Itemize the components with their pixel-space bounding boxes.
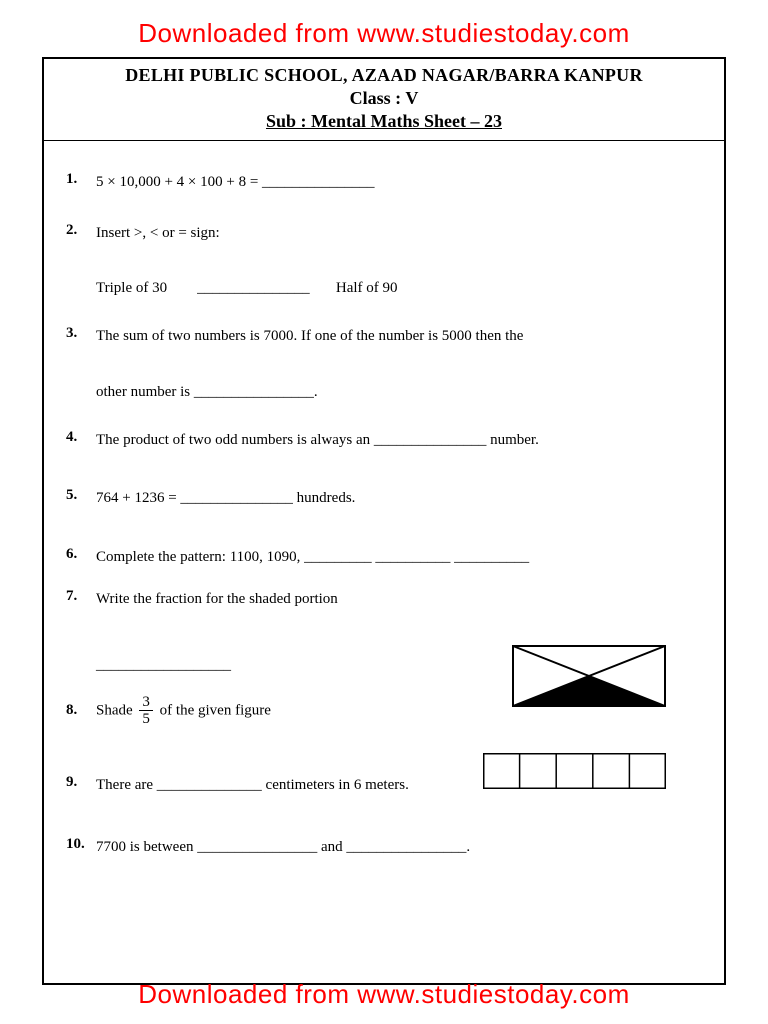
q7-figure	[512, 645, 666, 712]
question-number: 4.	[66, 429, 96, 446]
fraction-three-fifths: 35	[139, 694, 153, 728]
worksheet-header: DELHI PUBLIC SCHOOL, AZAAD NAGAR/BARRA K…	[44, 59, 724, 141]
question-3: 3. The sum of two numbers is 7000. If on…	[66, 325, 702, 348]
question-2: 2. Insert >, < or = sign:	[66, 222, 702, 245]
watermark-bottom: Downloaded from www.studiestoday.com	[0, 971, 768, 1024]
question-text: The product of two odd numbers is always…	[96, 429, 702, 452]
q8-post: of the given figure	[156, 702, 271, 718]
five-box-grid-icon	[483, 753, 666, 789]
worksheet-frame: DELHI PUBLIC SCHOOL, AZAAD NAGAR/BARRA K…	[42, 57, 726, 985]
question-number: 8.	[66, 702, 96, 719]
question-number: 10.	[66, 836, 96, 853]
question-text: The sum of two numbers is 7000. If one o…	[96, 325, 702, 348]
q8-pre: Shade	[96, 702, 136, 718]
watermark-top: Downloaded from www.studiestoday.com	[0, 0, 768, 57]
question-5: 5. 764 + 1236 = _______________ hundreds…	[66, 487, 702, 510]
school-name: DELHI PUBLIC SCHOOL, AZAAD NAGAR/BARRA K…	[44, 65, 724, 86]
question-1: 1. 5 × 10,000 + 4 × 100 + 8 = __________…	[66, 171, 702, 194]
question-text: 764 + 1236 = _______________ hundreds.	[96, 487, 702, 510]
question-text: Write the fraction for the shaded portio…	[96, 588, 702, 611]
question-text: Complete the pattern: 1100, 1090, ______…	[96, 546, 702, 569]
subject-line: Sub : Mental Maths Sheet – 23	[44, 111, 724, 132]
question-4: 4. The product of two odd numbers is alw…	[66, 429, 702, 452]
question-number: 7.	[66, 588, 96, 605]
question-text: Insert >, < or = sign:	[96, 222, 702, 245]
question-6: 6. Complete the pattern: 1100, 1090, ___…	[66, 546, 702, 569]
question-number: 2.	[66, 222, 96, 239]
question-text: 5 × 10,000 + 4 × 100 + 8 = _____________…	[96, 171, 702, 194]
question-number: 9.	[66, 774, 96, 791]
question-number: 6.	[66, 546, 96, 563]
q8-figure	[483, 753, 666, 794]
question-number: 1.	[66, 171, 96, 188]
question-7: 7. Write the fraction for the shaded por…	[66, 588, 702, 611]
question-2-sub: Triple of 30 _______________ Half of 90	[96, 280, 702, 297]
question-number: 5.	[66, 487, 96, 504]
class-line: Class : V	[44, 88, 724, 109]
fraction-denominator: 5	[139, 711, 153, 728]
question-text: 7700 is between ________________ and ___…	[96, 836, 702, 859]
fraction-numerator: 3	[139, 694, 153, 712]
question-number: 3.	[66, 325, 96, 342]
question-10: 10. 7700 is between ________________ and…	[66, 836, 702, 859]
rectangle-triangles-icon	[512, 645, 666, 707]
question-3-sub: other number is ________________.	[96, 384, 702, 401]
